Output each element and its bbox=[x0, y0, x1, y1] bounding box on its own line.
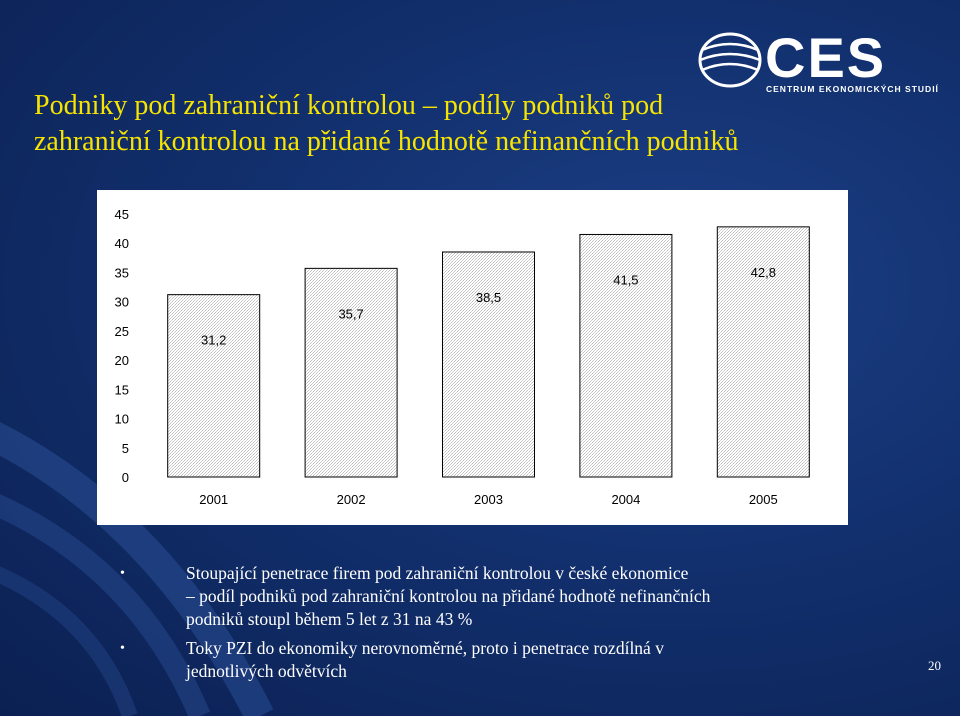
y-tick-label: 15 bbox=[115, 382, 129, 397]
bar-value-label: 31,2 bbox=[201, 333, 226, 348]
bar-2002 bbox=[304, 267, 398, 478]
bars: 31,2 35,7 38,5 41,5 42,8 bbox=[167, 226, 810, 478]
bar-2005 bbox=[716, 226, 810, 478]
bullet-symbol: • bbox=[120, 641, 125, 656]
x-tick-label: 2001 bbox=[199, 492, 228, 507]
bullet-2-line-1: Toky PZI do ekonomiky nerovnoměrné, prot… bbox=[186, 638, 664, 658]
y-tick-label: 10 bbox=[115, 412, 129, 427]
bullet-item-1: • Stoupající penetrace firem pod zahrani… bbox=[120, 562, 880, 631]
y-tick-label: 25 bbox=[115, 324, 129, 339]
x-tick-label: 2003 bbox=[474, 492, 503, 507]
x-tick-label: 2002 bbox=[337, 492, 366, 507]
page-title-line-1: Podniky pod zahraniční kontrolou – podíl… bbox=[34, 90, 664, 121]
bar-value-label: 41,5 bbox=[613, 272, 638, 287]
logo-subtitle: CENTRUM EKONOMICKÝCH STUDIÍ bbox=[766, 84, 939, 94]
bullet-1-line-3: podniků stoupl během 5 let z 31 na 43 % bbox=[186, 609, 473, 629]
bar-value-label: 35,7 bbox=[338, 306, 363, 321]
y-tick-label: 20 bbox=[115, 353, 129, 368]
x-tick-label: 2004 bbox=[611, 492, 640, 507]
page-title-line-2: zahraniční kontrolou na přidané hodnotě … bbox=[34, 126, 739, 157]
y-tick-label: 35 bbox=[115, 265, 129, 280]
bullet-symbol: • bbox=[120, 566, 125, 581]
page-title: Podniky pod zahraniční kontrolou – podíl… bbox=[34, 88, 854, 160]
bar-2004 bbox=[579, 233, 673, 478]
bar-value-label: 38,5 bbox=[476, 290, 501, 305]
logo-text: CES bbox=[765, 26, 887, 89]
bullet-list: • Stoupající penetrace firem pod zahrani… bbox=[120, 562, 880, 689]
bullet-2-line-2: jednotlivých odvětvích bbox=[186, 661, 347, 681]
y-tick-label: 5 bbox=[122, 441, 129, 456]
x-axis: 2001 2002 2003 2004 2005 bbox=[199, 492, 778, 507]
x-tick-label: 2005 bbox=[749, 492, 778, 507]
bar-2003 bbox=[442, 251, 535, 478]
y-tick-label: 45 bbox=[115, 207, 129, 222]
bar-value-label: 42,8 bbox=[751, 265, 776, 280]
y-tick-label: 30 bbox=[115, 295, 129, 310]
bullet-1-line-2: – podíl podniků pod zahraniční kontrolou… bbox=[186, 586, 711, 606]
y-tick-label: 40 bbox=[115, 236, 129, 251]
bar-2001 bbox=[167, 294, 261, 478]
bullet-item-2: • Toky PZI do ekonomiky nerovnoměrné, pr… bbox=[120, 637, 880, 683]
y-axis: 0 5 10 15 20 25 30 35 40 45 bbox=[115, 207, 129, 485]
bullet-1-line-1: Stoupající penetrace firem pod zahraničn… bbox=[186, 563, 689, 583]
chart-panel: 0 5 10 15 20 25 30 35 40 45 31,2 35,7 38,5 41,5 42,8 … bbox=[97, 190, 848, 525]
ces-logo-icon bbox=[698, 32, 762, 88]
page-number: 20 bbox=[928, 658, 941, 673]
y-tick-label: 0 bbox=[122, 470, 129, 485]
